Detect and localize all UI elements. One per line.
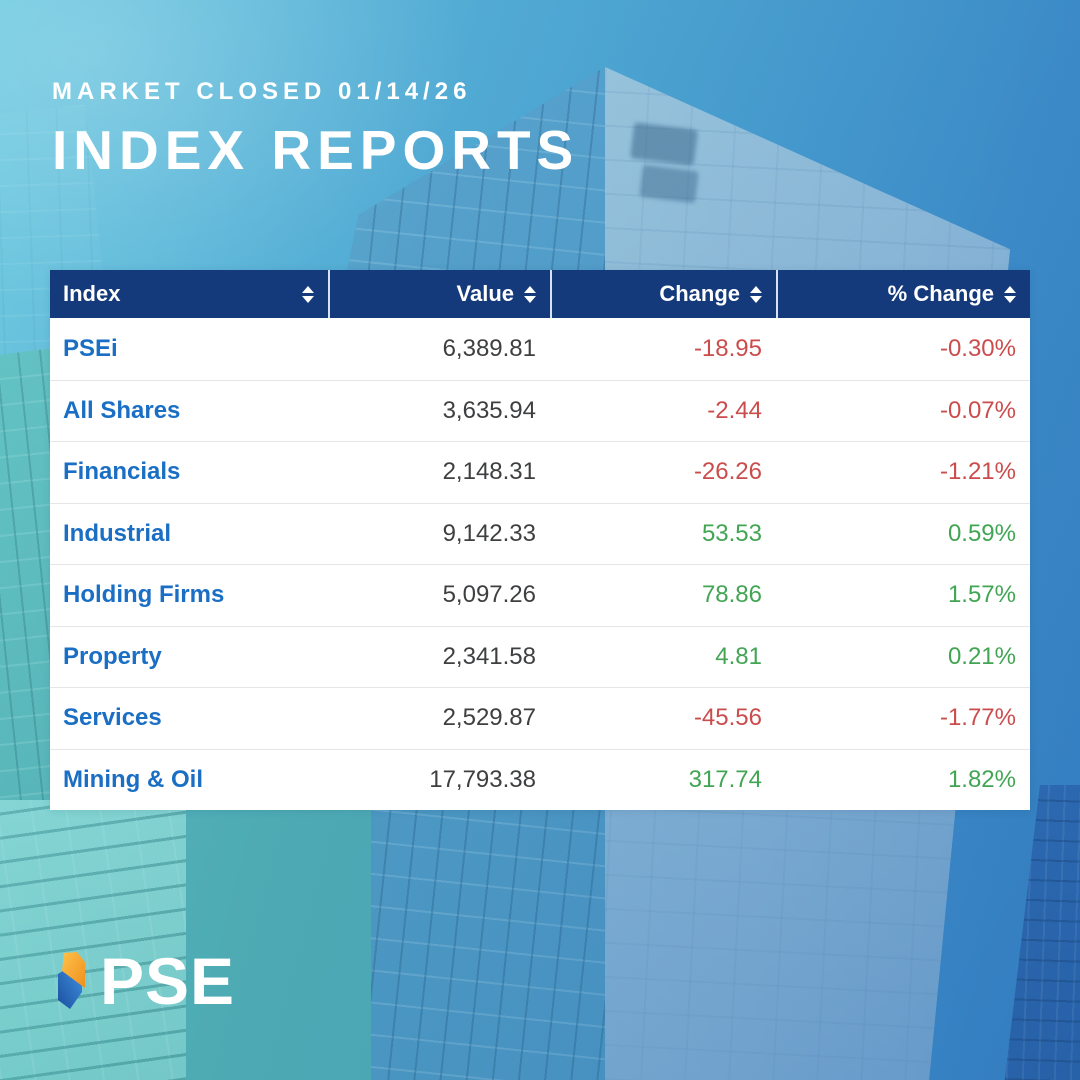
index-table: Index Value Change % Change PSEi 6,389.8…	[50, 270, 1030, 810]
value-cell: 3,635.94	[442, 396, 536, 424]
sort-arrows-icon[interactable]	[524, 285, 536, 303]
column-label-value: Value	[456, 281, 514, 306]
table-row-industrial: Industrial 9,142.33 53.53 0.59%	[50, 502, 1030, 564]
change-cell: -18.95	[693, 334, 762, 362]
table-body: PSEi 6,389.81 -18.95 -0.30% All Shares 3…	[50, 318, 1030, 810]
value-cell: 2,341.58	[442, 642, 536, 670]
pse-ribbon-mark-icon	[58, 952, 85, 1009]
table-header-row: Index Value Change % Change	[50, 270, 1030, 318]
table-row-financials: Financials 2,148.31 -26.26 -1.21%	[50, 441, 1030, 503]
column-label-index: Index	[63, 281, 121, 306]
column-header-index[interactable]: Index	[50, 270, 328, 318]
pct-change-cell: 1.57%	[947, 581, 1016, 609]
table-row-property: Property 2,341.58 4.81 0.21%	[50, 625, 1030, 687]
column-header-pct-change[interactable]: % Change	[776, 270, 1030, 318]
column-label-change: Change	[659, 281, 740, 306]
table-row-services: Services 2,529.87 -45.56 -1.77%	[50, 687, 1030, 749]
value-cell: 9,142.33	[442, 519, 536, 547]
value-cell: 2,148.31	[442, 458, 536, 486]
pct-change-cell: -0.30%	[939, 334, 1016, 362]
value-cell: 5,097.26	[442, 581, 536, 609]
index-name-link[interactable]: Mining & Oil	[63, 765, 203, 793]
pct-change-cell: 0.59%	[947, 519, 1016, 547]
pct-change-cell: -1.21%	[939, 458, 1016, 486]
skyscraper-left-lower	[0, 800, 188, 1080]
pse-logo: PSE	[54, 948, 235, 1014]
change-cell: 53.53	[701, 519, 762, 547]
pct-change-cell: -1.77%	[939, 704, 1016, 732]
index-name-link[interactable]: All Shares	[63, 396, 181, 424]
sort-arrows-icon[interactable]	[1004, 285, 1016, 303]
skyscraper-mid-teal	[186, 788, 371, 1080]
pct-change-cell: -0.07%	[939, 396, 1016, 424]
change-cell: 78.86	[701, 581, 762, 609]
sort-arrows-icon[interactable]	[750, 285, 762, 303]
title-block: MARKET CLOSED 01/14/26 INDEX REPORTS	[52, 78, 579, 182]
change-cell: -2.44	[707, 396, 762, 424]
pct-change-cell: 0.21%	[947, 642, 1016, 670]
column-label-pct-change: % Change	[887, 281, 994, 306]
column-header-value[interactable]: Value	[328, 270, 550, 318]
page-title: INDEX REPORTS	[52, 119, 580, 181]
table-row-all-shares: All Shares 3,635.94 -2.44 -0.07%	[50, 379, 1030, 441]
sort-arrows-icon[interactable]	[302, 285, 314, 303]
column-header-change[interactable]: Change	[550, 270, 776, 318]
value-cell: 17,793.38	[429, 765, 536, 793]
table-row-mining-oil: Mining & Oil 17,793.38 317.74 1.82%	[50, 748, 1030, 810]
change-cell: -45.56	[693, 704, 762, 732]
pct-change-cell: 1.82%	[947, 765, 1016, 793]
index-name-link[interactable]: Property	[63, 642, 162, 670]
table-row-psei: PSEi 6,389.81 -18.95 -0.30%	[50, 318, 1030, 380]
change-cell: 317.74	[688, 765, 762, 793]
change-cell: 4.81	[715, 642, 762, 670]
table-row-holding-firms: Holding Firms 5,097.26 78.86 1.57%	[50, 564, 1030, 626]
index-name-link[interactable]: PSEi	[63, 334, 118, 362]
change-cell: -26.26	[693, 458, 762, 486]
value-cell: 6,389.81	[442, 334, 536, 362]
pse-logo-text: PSE	[100, 944, 236, 1018]
market-status-label: MARKET CLOSED 01/14/26	[52, 78, 472, 105]
index-name-link[interactable]: Holding Firms	[63, 581, 225, 609]
index-name-link[interactable]: Industrial	[63, 519, 172, 547]
index-name-link[interactable]: Financials	[63, 458, 181, 486]
index-name-link[interactable]: Services	[63, 704, 162, 732]
value-cell: 2,529.87	[442, 704, 536, 732]
